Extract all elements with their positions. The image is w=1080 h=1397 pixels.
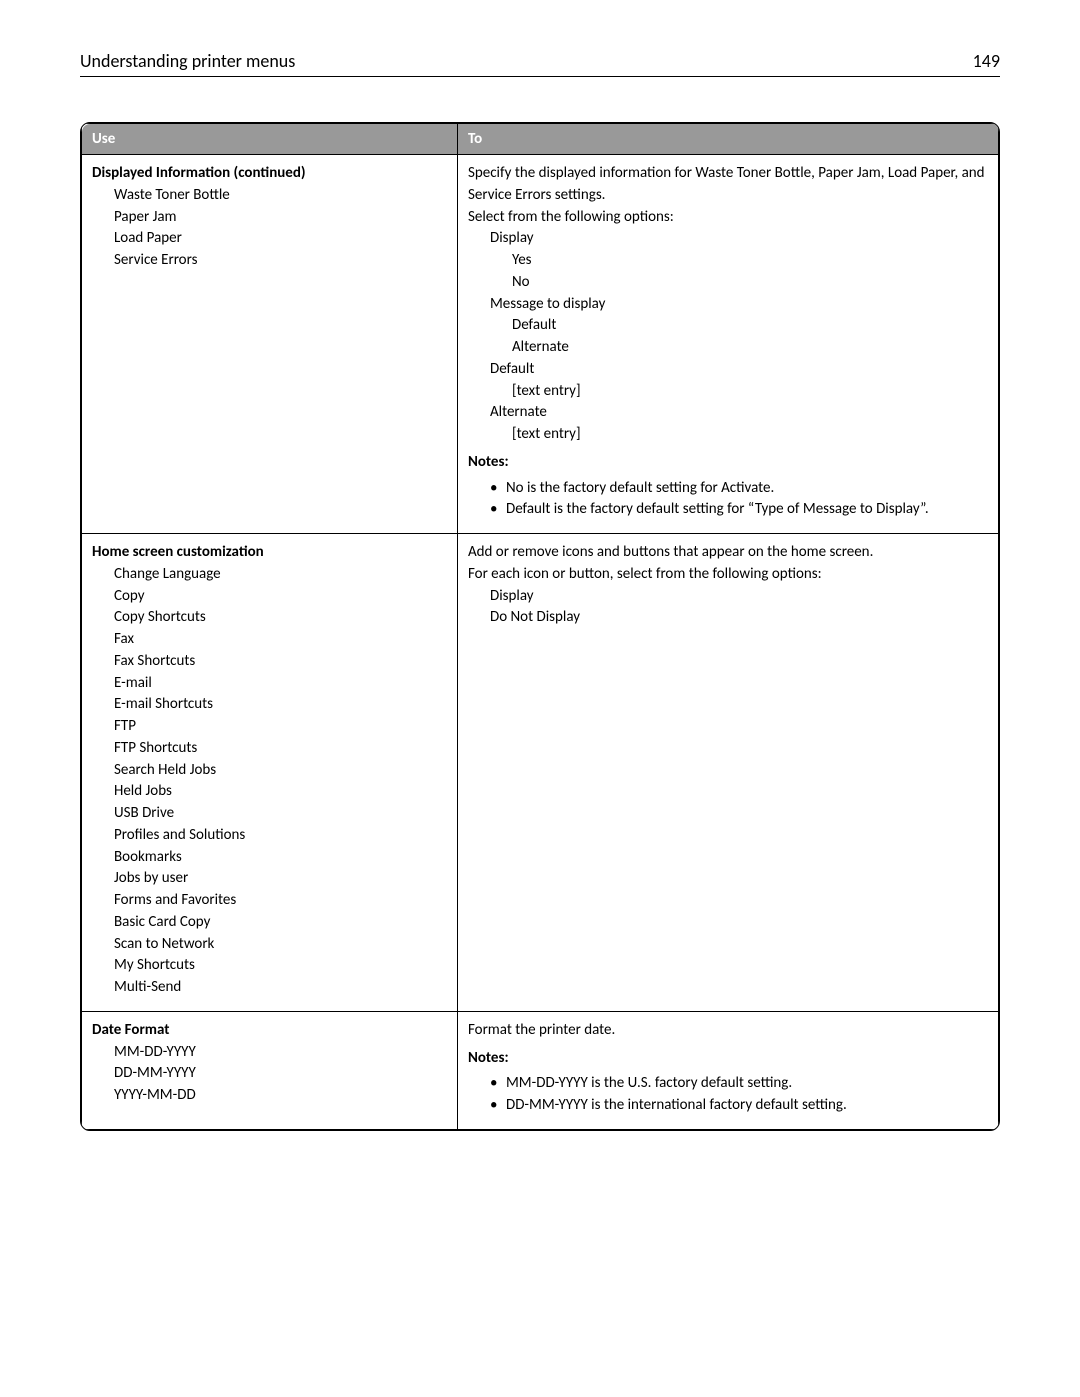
to-option: Message to display xyxy=(468,294,988,316)
to-option: Default xyxy=(468,359,988,381)
use-item: Change Language xyxy=(92,564,447,586)
use-item: Scan to Network xyxy=(92,934,447,956)
to-text: For each icon or button, select from the… xyxy=(468,564,988,586)
use-item: Copy xyxy=(92,586,447,608)
to-option: No xyxy=(468,272,988,294)
use-item: Bookmarks xyxy=(92,847,447,869)
use-item: DD-MM-YYYY xyxy=(92,1063,447,1085)
to-cell: Specify the displayed information for Wa… xyxy=(457,155,998,534)
use-item: Paper Jam xyxy=(92,207,447,229)
notes-list: No is the factory default setting for Ac… xyxy=(468,478,988,522)
use-item: Basic Card Copy xyxy=(92,912,447,934)
use-item: FTP xyxy=(92,716,447,738)
use-item: Load Paper xyxy=(92,228,447,250)
use-heading: Home screen customization xyxy=(92,542,447,564)
use-item: MM-DD-YYYY xyxy=(92,1042,447,1064)
use-item: FTP Shortcuts xyxy=(92,738,447,760)
use-item: Profiles and Solutions xyxy=(92,825,447,847)
use-cell: Date FormatMM-DD-YYYYDD-MM-YYYYYYYY-MM-D… xyxy=(82,1011,458,1129)
use-item: USB Drive xyxy=(92,803,447,825)
menu-table: Use To Displayed Information (continued)… xyxy=(81,123,999,1130)
table-header-row: Use To xyxy=(82,124,999,155)
use-item: Waste Toner Bottle xyxy=(92,185,447,207)
table-row: Date FormatMM-DD-YYYYDD-MM-YYYYYYYY-MM-D… xyxy=(82,1011,999,1129)
use-item: Fax xyxy=(92,629,447,651)
note-item: Default is the factory default setting f… xyxy=(490,499,988,521)
to-text: Add or remove icons and buttons that app… xyxy=(468,542,988,564)
to-text: Select from the following options: xyxy=(468,207,988,229)
use-cell: Displayed Information (continued)Waste T… xyxy=(82,155,458,534)
use-heading: Date Format xyxy=(92,1020,447,1042)
column-header-use: Use xyxy=(82,124,458,155)
use-item: E-mail Shortcuts xyxy=(92,694,447,716)
use-item: Service Errors xyxy=(92,250,447,272)
to-option: Alternate xyxy=(468,337,988,359)
notes-list: MM-DD-YYYY is the U.S. factory default s… xyxy=(468,1073,988,1117)
note-item: No is the factory default setting for Ac… xyxy=(490,478,988,500)
use-cell: Home screen customizationChange Language… xyxy=(82,534,458,1012)
page-header: Understanding printer menus 149 xyxy=(80,50,1000,77)
notes-label: Notes: xyxy=(468,1048,988,1070)
table-wrapper: Use To Displayed Information (continued)… xyxy=(80,122,1000,1131)
note-item: DD-MM-YYYY is the international factory … xyxy=(490,1095,988,1117)
page-number: 149 xyxy=(973,50,1000,72)
notes-label: Notes: xyxy=(468,452,988,474)
table-row: Home screen customizationChange Language… xyxy=(82,534,999,1012)
to-option: Alternate xyxy=(468,402,988,424)
to-cell: Format the printer date. Notes: MM-DD-YYYY… xyxy=(457,1011,998,1129)
use-item: Held Jobs xyxy=(92,781,447,803)
to-text: Specify the displayed information for Wa… xyxy=(468,163,988,207)
use-item: My Shortcuts xyxy=(92,955,447,977)
to-option: [text entry] xyxy=(468,381,988,403)
use-item: Fax Shortcuts xyxy=(92,651,447,673)
use-item: Multi-Send xyxy=(92,977,447,999)
to-option: Yes xyxy=(468,250,988,272)
to-option: Default xyxy=(468,315,988,337)
to-text: Format the printer date. xyxy=(468,1020,988,1042)
to-option: [text entry] xyxy=(468,424,988,446)
column-header-to: To xyxy=(457,124,998,155)
use-heading: Displayed Information (continued) xyxy=(92,163,447,185)
to-option: Display xyxy=(468,228,988,250)
use-item: Copy Shortcuts xyxy=(92,607,447,629)
use-item: E-mail xyxy=(92,673,447,695)
note-item: MM-DD-YYYY is the U.S. factory default s… xyxy=(490,1073,988,1095)
use-item: YYYY-MM-DD xyxy=(92,1085,447,1107)
use-item: Search Held Jobs xyxy=(92,760,447,782)
section-title: Understanding printer menus xyxy=(80,50,295,72)
use-item: Forms and Favorites xyxy=(92,890,447,912)
table-row: Displayed Information (continued)Waste T… xyxy=(82,155,999,534)
to-option: Do Not Display xyxy=(468,607,988,629)
use-item: Jobs by user xyxy=(92,868,447,890)
to-cell: Add or remove icons and buttons that app… xyxy=(457,534,998,1012)
to-option: Display xyxy=(468,586,988,608)
